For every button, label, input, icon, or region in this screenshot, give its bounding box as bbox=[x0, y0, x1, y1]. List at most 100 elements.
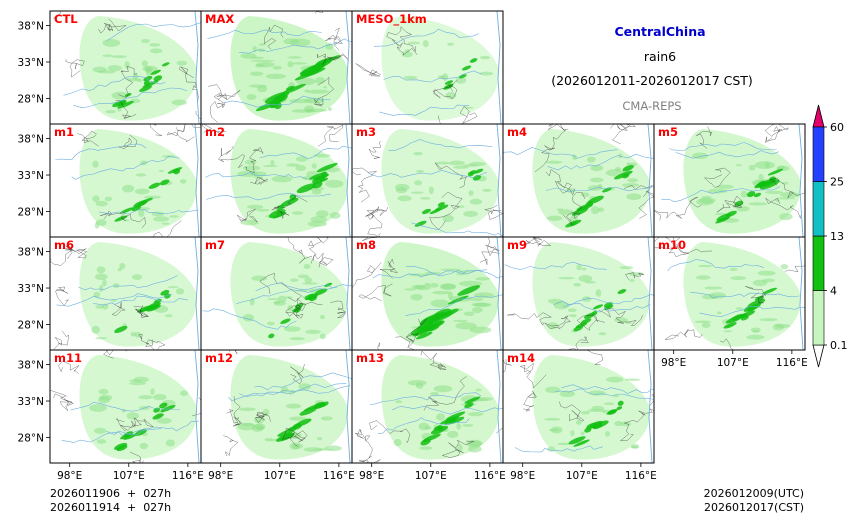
rain-patch-heavy bbox=[613, 170, 633, 180]
province-border bbox=[764, 124, 790, 144]
rain-patch-medium bbox=[99, 284, 104, 293]
rain-patch-medium bbox=[475, 388, 482, 392]
province-border bbox=[250, 176, 268, 185]
coastline bbox=[496, 350, 502, 463]
rain-patch-medium bbox=[322, 86, 328, 89]
province-border bbox=[696, 126, 713, 149]
rain-patch-medium bbox=[590, 206, 600, 215]
province-border bbox=[429, 191, 463, 230]
rain-patch-medium bbox=[247, 204, 264, 210]
rain-patch-heavy bbox=[145, 303, 160, 311]
province-border bbox=[55, 286, 69, 306]
rain-patch-heavy bbox=[449, 418, 456, 423]
rain-patch-medium bbox=[271, 175, 293, 183]
province-border bbox=[562, 191, 586, 226]
rain-patch-medium bbox=[311, 163, 317, 169]
rain-patch-medium bbox=[329, 212, 341, 219]
rain-patch-medium bbox=[780, 263, 789, 270]
province-border bbox=[559, 401, 585, 422]
rain-patch-heavy bbox=[617, 289, 627, 295]
rain-patch-medium bbox=[620, 421, 632, 427]
rain-patch-medium bbox=[92, 160, 99, 168]
rain-patch-medium bbox=[452, 319, 468, 323]
rain-patch-medium bbox=[285, 403, 302, 409]
river bbox=[206, 192, 331, 201]
rain-patch-heavy bbox=[761, 287, 778, 295]
panel-CTL bbox=[50, 11, 201, 124]
panel-label: MESO_1km bbox=[356, 12, 427, 27]
province-border bbox=[716, 195, 743, 213]
rain-patch-medium bbox=[752, 279, 768, 287]
rain-patch-heavy bbox=[716, 213, 732, 222]
river bbox=[63, 75, 166, 96]
colorbar-label: 0.1 bbox=[830, 339, 848, 352]
rain-patch-medium bbox=[289, 416, 308, 421]
rain-patch-medium bbox=[138, 209, 145, 218]
panel-frame bbox=[653, 236, 806, 351]
rain-patch-medium bbox=[95, 337, 108, 340]
rain-patch-medium bbox=[403, 75, 418, 80]
rain-patch-medium bbox=[471, 297, 484, 302]
rain-patch-medium bbox=[432, 290, 451, 295]
province-border bbox=[534, 129, 567, 173]
rain-patch-medium bbox=[567, 308, 577, 313]
rain-patch-medium bbox=[586, 156, 596, 163]
rain-patch-medium bbox=[320, 416, 333, 421]
panel-label: m2 bbox=[205, 125, 225, 139]
rain-patch-medium bbox=[315, 77, 326, 84]
rain-patch-medium bbox=[324, 445, 342, 452]
province-border bbox=[325, 27, 344, 51]
rain-patch-medium bbox=[175, 288, 185, 295]
province-border bbox=[314, 11, 324, 14]
province-border bbox=[264, 24, 284, 50]
river bbox=[106, 22, 201, 41]
rain-patch-medium bbox=[418, 422, 429, 431]
rain-patch-medium bbox=[180, 390, 188, 397]
rain-patch-medium bbox=[764, 190, 784, 194]
colorbar-segment bbox=[812, 290, 825, 346]
province-border bbox=[129, 451, 144, 463]
rain-patch-heavy bbox=[114, 325, 128, 333]
rain-patch-heavy bbox=[616, 406, 623, 411]
province-border bbox=[226, 396, 243, 427]
rain-patch-medium bbox=[126, 77, 141, 82]
rain-patch-medium bbox=[453, 165, 469, 169]
river bbox=[106, 420, 199, 436]
rain-patch-medium bbox=[165, 439, 176, 447]
rain-patch-medium bbox=[91, 325, 100, 334]
rain-patch-medium bbox=[590, 177, 604, 183]
rain-patch-medium bbox=[456, 423, 462, 430]
lon-tick-label: 98°E bbox=[359, 470, 384, 482]
rain-patch-medium bbox=[296, 77, 316, 86]
river bbox=[699, 305, 805, 318]
rain-patch-medium bbox=[304, 277, 313, 283]
rain-patch-heavy bbox=[114, 215, 128, 222]
river bbox=[504, 261, 607, 270]
rain-patch-heavy bbox=[143, 80, 150, 86]
province-border bbox=[218, 145, 245, 168]
rain-patch-medium bbox=[584, 280, 596, 284]
rain-patch-medium bbox=[272, 65, 282, 70]
rain-patch-medium bbox=[126, 412, 140, 420]
province-border bbox=[116, 417, 142, 431]
coastline bbox=[345, 350, 351, 463]
rain-patch-medium bbox=[580, 192, 590, 197]
rain-patch-medium bbox=[413, 151, 423, 156]
river bbox=[236, 286, 338, 304]
province-border bbox=[77, 130, 99, 147]
river bbox=[405, 294, 503, 317]
river bbox=[514, 445, 603, 453]
rain-patch-medium bbox=[96, 266, 106, 274]
river bbox=[373, 28, 479, 47]
rain-patch-medium bbox=[545, 386, 561, 394]
rain-patch-medium bbox=[264, 437, 273, 442]
rain-patch-medium bbox=[167, 286, 179, 289]
rain-patch-medium bbox=[395, 400, 403, 404]
rain-patch-medium bbox=[748, 164, 756, 171]
province-border bbox=[308, 237, 329, 261]
panel-label: MAX bbox=[205, 12, 234, 26]
rain-patch-medium bbox=[410, 293, 423, 301]
lon-tick-label: 116°E bbox=[172, 470, 204, 482]
rain-patch-medium bbox=[270, 159, 275, 166]
rain-patch-medium bbox=[580, 410, 590, 415]
